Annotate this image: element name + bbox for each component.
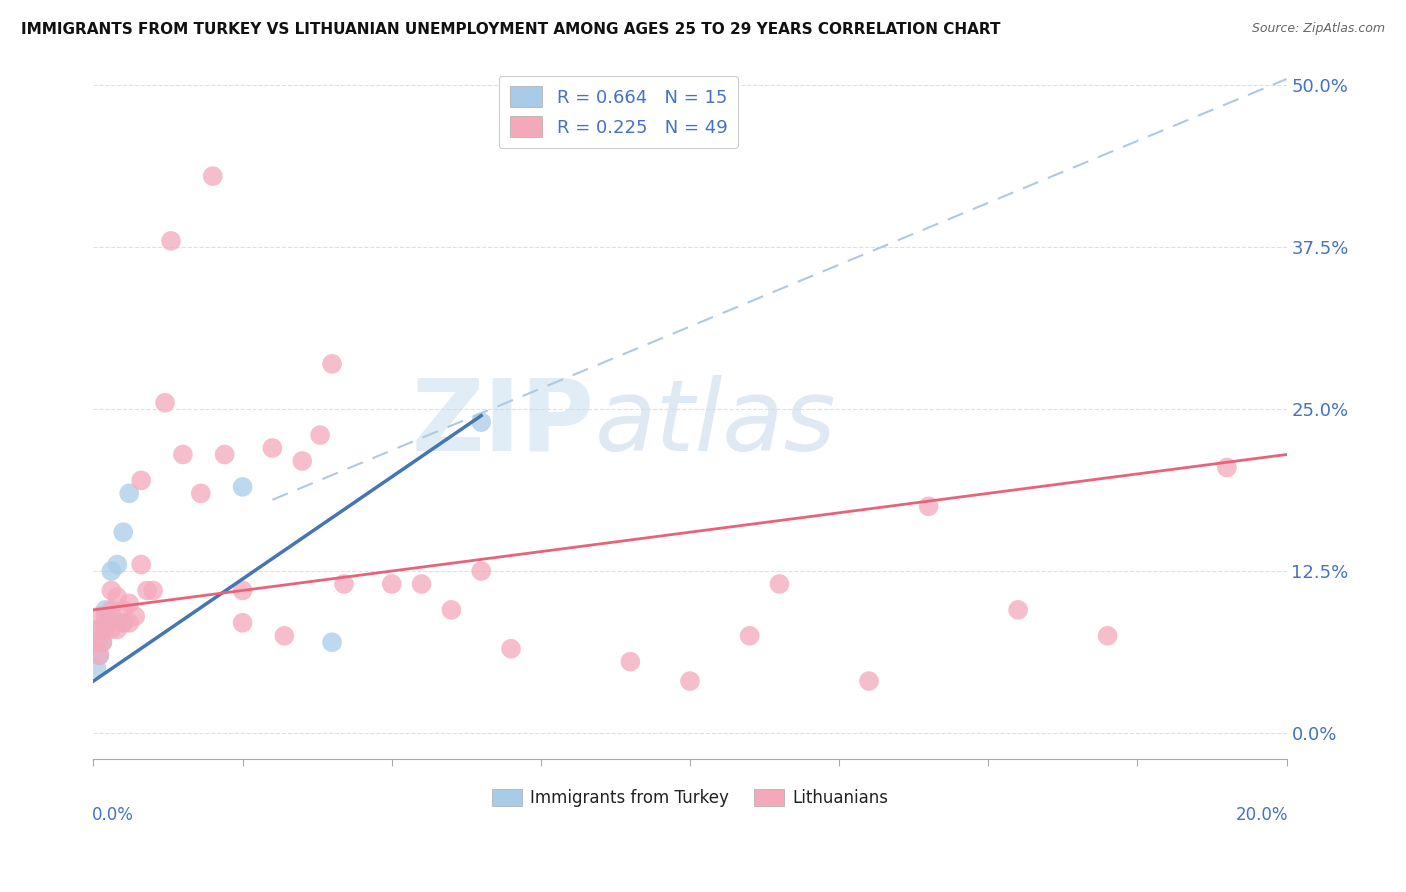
Point	[118, 615, 141, 630]
Point	[100, 622, 122, 636]
Point	[1097, 629, 1119, 643]
Point	[201, 169, 224, 183]
Point	[1007, 603, 1029, 617]
Point	[86, 635, 108, 649]
Point	[321, 635, 343, 649]
Point	[381, 577, 404, 591]
Point	[153, 395, 176, 409]
Point	[858, 674, 880, 689]
Point	[190, 486, 212, 500]
Point	[100, 583, 122, 598]
Point	[112, 525, 135, 540]
Point	[89, 622, 111, 636]
Point	[273, 629, 295, 643]
Text: atlas: atlas	[595, 375, 837, 472]
Point	[917, 500, 939, 514]
Point	[100, 609, 122, 624]
Point	[100, 564, 122, 578]
Point	[411, 577, 433, 591]
Point	[142, 583, 165, 598]
Point	[333, 577, 356, 591]
Point	[291, 454, 314, 468]
Text: 0.0%: 0.0%	[93, 806, 134, 824]
Text: Source: ZipAtlas.com: Source: ZipAtlas.com	[1251, 22, 1385, 36]
Point	[160, 234, 183, 248]
Point	[94, 603, 117, 617]
Point	[91, 635, 114, 649]
Point	[112, 615, 135, 630]
Point	[738, 629, 761, 643]
Point	[309, 428, 332, 442]
Text: ZIP: ZIP	[412, 375, 595, 472]
Point	[232, 583, 254, 598]
Point	[129, 558, 152, 572]
Point	[89, 648, 111, 663]
Point	[105, 622, 128, 636]
Point	[89, 648, 111, 663]
Point	[232, 615, 254, 630]
Point	[94, 622, 117, 636]
Point	[91, 635, 114, 649]
Point	[321, 357, 343, 371]
Legend: Immigrants from Turkey, Lithuanians: Immigrants from Turkey, Lithuanians	[485, 782, 896, 814]
Point	[768, 577, 790, 591]
Point	[470, 415, 492, 429]
Point	[105, 590, 128, 604]
Point	[619, 655, 641, 669]
Point	[89, 622, 111, 636]
Point	[172, 448, 194, 462]
Point	[1216, 460, 1239, 475]
Point	[232, 480, 254, 494]
Point	[86, 661, 108, 675]
Point	[470, 564, 492, 578]
Point	[100, 603, 122, 617]
Point	[214, 448, 236, 462]
Point	[679, 674, 702, 689]
Point	[499, 641, 522, 656]
Text: IMMIGRANTS FROM TURKEY VS LITHUANIAN UNEMPLOYMENT AMONG AGES 25 TO 29 YEARS CORR: IMMIGRANTS FROM TURKEY VS LITHUANIAN UNE…	[21, 22, 1001, 37]
Point	[94, 609, 117, 624]
Text: 20.0%: 20.0%	[1236, 806, 1288, 824]
Point	[136, 583, 159, 598]
Point	[118, 486, 141, 500]
Point	[129, 474, 152, 488]
Point	[124, 609, 146, 624]
Point	[440, 603, 463, 617]
Point	[94, 615, 117, 630]
Point	[105, 558, 128, 572]
Point	[262, 441, 284, 455]
Point	[89, 609, 111, 624]
Point	[118, 596, 141, 610]
Point	[112, 603, 135, 617]
Point	[112, 615, 135, 630]
